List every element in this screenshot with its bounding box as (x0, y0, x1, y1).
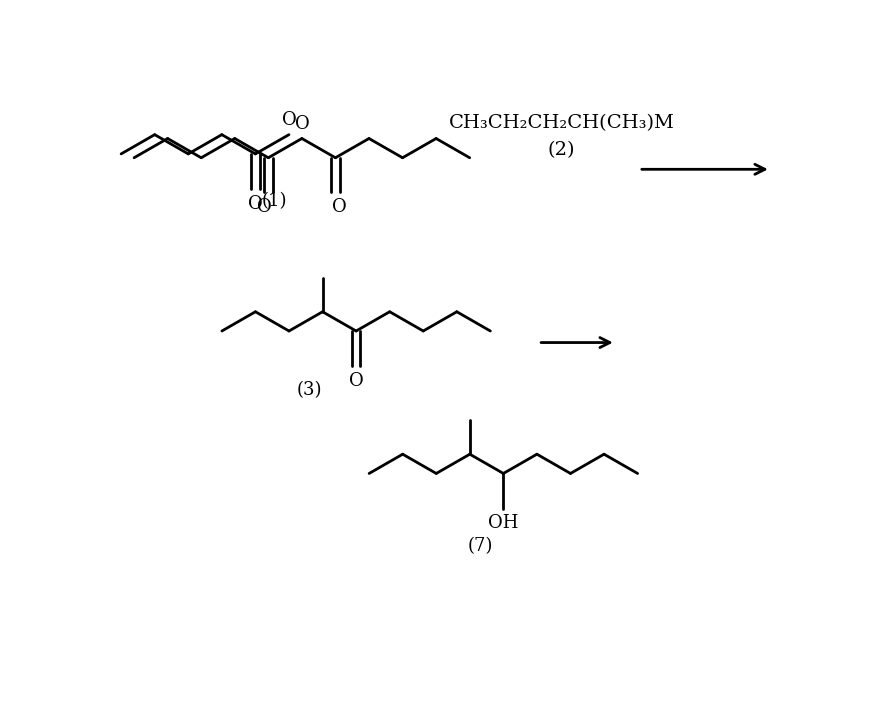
Text: OH: OH (488, 514, 519, 532)
Text: (3): (3) (297, 381, 323, 399)
Text: (1): (1) (262, 192, 288, 210)
Text: O: O (332, 198, 347, 216)
Text: O: O (295, 115, 309, 133)
Text: O: O (281, 111, 297, 129)
Text: O: O (248, 195, 263, 213)
Text: (7): (7) (468, 537, 493, 555)
Text: CH₃CH₂CH₂CH(CH₃)M: CH₃CH₂CH₂CH(CH₃)M (449, 114, 675, 132)
Text: O: O (349, 372, 364, 390)
Text: (2): (2) (547, 141, 575, 159)
Text: O: O (257, 198, 271, 216)
